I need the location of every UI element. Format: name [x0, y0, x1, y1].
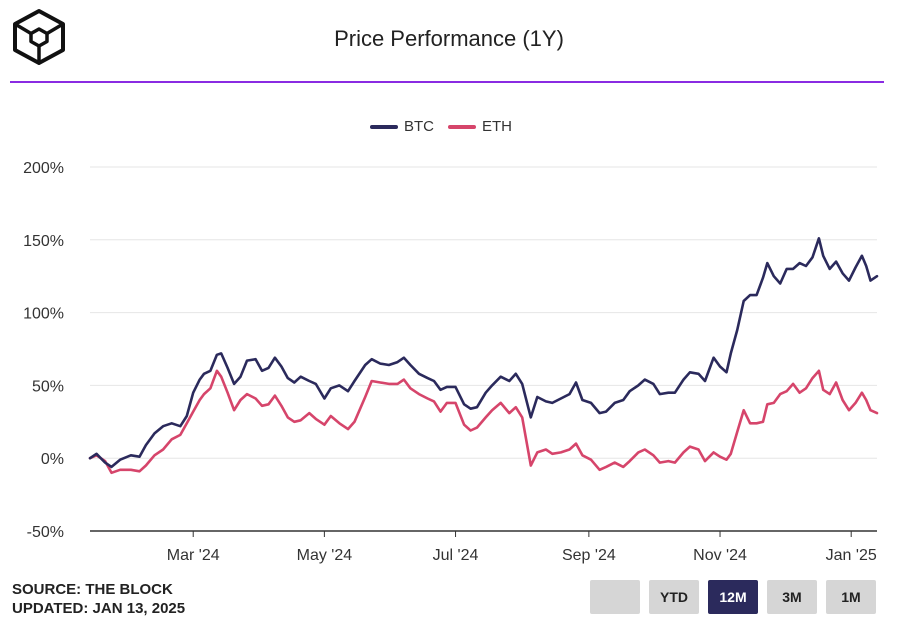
x-tick-label: Jul '24: [433, 547, 479, 564]
header-divider: [10, 81, 884, 83]
legend-label-eth: ETH: [482, 118, 512, 135]
y-tick-label: 100%: [23, 306, 64, 323]
range-button-ytd[interactable]: YTD: [649, 580, 699, 614]
x-tick-label: Mar '24: [167, 547, 220, 564]
y-tick-label: 200%: [23, 160, 64, 177]
legend-label-btc: BTC: [404, 118, 434, 135]
source-block: SOURCE: THE BLOCK UPDATED: JAN 13, 2025: [12, 580, 185, 618]
x-tick-label: Jan '25: [826, 547, 877, 564]
y-tick-label: -50%: [27, 524, 64, 541]
x-tick-label: Sep '24: [562, 547, 616, 564]
range-button-3m[interactable]: 3M: [767, 580, 817, 614]
range-button-blank[interactable]: [590, 580, 640, 614]
range-button-12m[interactable]: 12M: [708, 580, 758, 614]
y-tick-label: 0%: [41, 451, 64, 468]
range-button-1m[interactable]: 1M: [826, 580, 876, 614]
chart-legend: BTC ETH: [370, 118, 512, 135]
source-text: SOURCE: THE BLOCK: [12, 581, 173, 598]
legend-swatch-eth: [448, 124, 476, 129]
legend-swatch-btc: [370, 124, 398, 129]
chart-title: Price Performance (1Y): [334, 26, 564, 51]
range-selector: YTD 12M 3M 1M: [590, 580, 876, 614]
x-tick-label: Nov '24: [693, 547, 747, 564]
legend-item-eth[interactable]: ETH: [448, 118, 512, 135]
y-tick-label: 150%: [23, 233, 64, 250]
x-tick-label: May '24: [297, 547, 353, 564]
series-line-btc: [88, 237, 879, 469]
series-line-eth: [88, 369, 879, 475]
the-block-logo: [13, 9, 65, 65]
y-tick-label: 50%: [32, 378, 64, 395]
updated-text: UPDATED: JAN 13, 2025: [12, 600, 186, 617]
legend-item-btc[interactable]: BTC: [370, 118, 434, 135]
